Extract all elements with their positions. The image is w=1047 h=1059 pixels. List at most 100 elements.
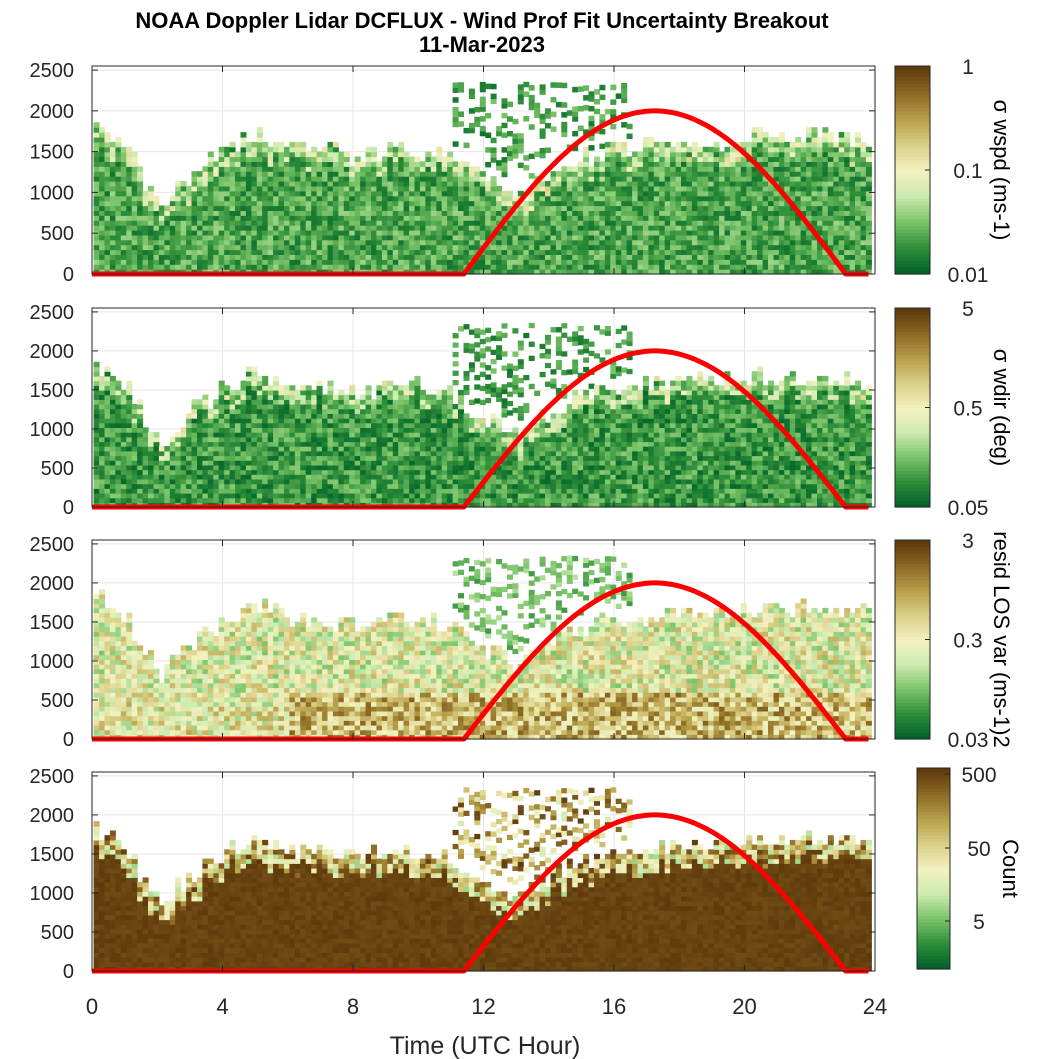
heatmap-cell (202, 171, 209, 177)
heatmap-cell (447, 151, 454, 158)
heatmap-cell (148, 478, 154, 485)
heatmap-cell (463, 234, 470, 241)
heatmap-cell (191, 422, 198, 428)
heatmap-cell (795, 220, 802, 226)
heatmap-cell (115, 195, 122, 202)
heatmap-cell (148, 488, 154, 494)
heatmap-cell (93, 146, 100, 153)
heatmap-cell (354, 166, 361, 172)
heatmap-cell (686, 269, 693, 275)
heatmap-cell (719, 161, 726, 167)
heatmap-cell (311, 413, 318, 419)
heatmap-cell (322, 418, 329, 424)
heatmap-cell (517, 143, 524, 149)
heatmap-cell (664, 161, 671, 167)
heatmap-cell (131, 176, 138, 182)
heatmap-cell (240, 408, 247, 414)
heatmap-cell (284, 200, 290, 207)
heatmap-cell (256, 394, 263, 400)
heatmap-cell (300, 166, 307, 172)
heatmap-cell (865, 254, 872, 260)
heatmap-cell (822, 264, 829, 270)
heatmap-cell (202, 413, 209, 419)
heatmap-cell (267, 436, 274, 443)
heatmap-cell (751, 215, 758, 221)
heatmap-cell (137, 264, 144, 270)
heatmap-cell (485, 249, 492, 255)
heatmap-cell (343, 230, 350, 236)
heatmap-cell (153, 239, 160, 246)
heatmap-cell (207, 478, 214, 485)
heatmap-cell (610, 109, 617, 115)
heatmap-cell (316, 181, 323, 187)
heatmap-cell (849, 249, 856, 255)
heatmap-cell (822, 127, 829, 133)
heatmap-cell (708, 195, 715, 202)
heatmap-cell (724, 254, 731, 260)
heatmap-cell (387, 161, 394, 167)
heatmap-cell (191, 413, 198, 419)
heatmap-cell (224, 190, 231, 197)
heatmap-cell (795, 141, 802, 148)
heatmap-cell (305, 181, 312, 187)
heatmap-cell (322, 474, 329, 480)
heatmap-cell (507, 145, 513, 152)
heatmap-cell (757, 249, 764, 255)
heatmap-cell (251, 146, 258, 153)
heatmap-cell (621, 205, 628, 211)
heatmap-cell (588, 269, 595, 275)
heatmap-cell (735, 205, 742, 211)
heatmap-cell (137, 210, 144, 216)
heatmap-cell (398, 225, 405, 231)
heatmap-cell (844, 166, 851, 172)
heatmap-cell (126, 220, 133, 226)
heatmap-cell (284, 474, 290, 480)
heatmap-cell (267, 259, 274, 265)
heatmap-cell (855, 132, 861, 138)
heatmap-cell (490, 176, 497, 182)
heatmap-cell (371, 259, 377, 265)
heatmap-cell (262, 146, 269, 153)
heatmap-cell (702, 151, 709, 158)
heatmap-cell (235, 469, 241, 475)
heatmap-cell (115, 215, 122, 221)
heatmap-cell (284, 394, 290, 400)
heatmap-cell (175, 200, 182, 207)
heatmap-cell (120, 408, 127, 414)
heatmap-cell (539, 210, 546, 216)
heatmap-cell (517, 225, 524, 231)
heatmap-cell (572, 234, 579, 241)
heatmap-cell (800, 239, 807, 246)
heatmap-cell (436, 166, 443, 172)
heatmap-cell (365, 210, 372, 216)
heatmap-cell (588, 135, 595, 141)
heatmap-cell (648, 156, 655, 162)
heatmap-cell (202, 195, 209, 202)
heatmap-cell (104, 436, 111, 443)
heatmap-cell (784, 176, 791, 182)
heatmap-cell (588, 166, 595, 172)
heatmap-cell (441, 205, 448, 211)
heatmap-cell (365, 190, 372, 197)
heatmap-cell (566, 230, 573, 236)
heatmap-cell (115, 264, 122, 270)
heatmap-cell (322, 483, 329, 489)
heatmap-cell (245, 413, 252, 419)
heatmap-cell (795, 200, 802, 207)
heatmap-cell (724, 156, 731, 162)
heatmap-cell (539, 190, 546, 197)
heatmap-cell (621, 230, 628, 236)
heatmap-cell (381, 156, 388, 162)
heatmap-cell (409, 171, 416, 177)
heatmap-cell (719, 230, 726, 236)
heatmap-cell (577, 171, 584, 177)
heatmap-cell (180, 455, 187, 461)
heatmap-cell (360, 220, 367, 226)
heatmap-cell (202, 185, 209, 192)
heatmap-cell (191, 249, 198, 255)
heatmap-cell (186, 234, 193, 241)
heatmap-cell (104, 210, 111, 216)
heatmap-cell (860, 205, 867, 211)
heatmap-cell (566, 239, 573, 246)
heatmap-cell (387, 171, 394, 177)
